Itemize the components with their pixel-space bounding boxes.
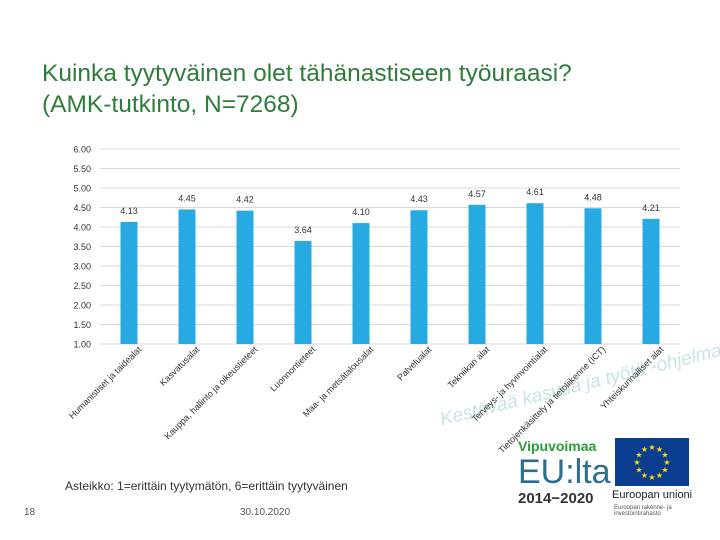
y-tick-label: 3.00	[73, 262, 91, 272]
title-line-1: Kuinka tyytyväinen olet tähänastiseen ty…	[42, 60, 572, 87]
eu-lta-text: EU:lta	[518, 453, 611, 491]
category-label: Luonnontieteet	[268, 344, 318, 394]
category-label: Yhteiskunnalliset alat	[599, 344, 666, 411]
eu-star-icon: ★	[633, 458, 640, 467]
title-line-2: (AMK-tutkinto, N=7268)	[42, 91, 299, 118]
bar	[584, 208, 602, 344]
chart-title: Kuinka tyytyväinen olet tähänastiseen ty…	[42, 58, 682, 120]
category-label: Palvelualat	[395, 344, 434, 383]
data-label: 4.21	[642, 203, 660, 213]
scale-note: Asteikko: 1=erittäin tyytymätön, 6=eritt…	[65, 479, 348, 493]
data-label: 4.57	[468, 189, 486, 199]
data-label: 4.48	[584, 192, 602, 202]
data-label: 4.43	[410, 194, 428, 204]
y-tick-label: 6.00	[73, 145, 91, 155]
eu-star-icon: ★	[656, 445, 663, 454]
eu-flag-icon: ★ ★ ★ ★ ★ ★ ★ ★ ★ ★ ★ ★	[615, 438, 689, 486]
y-tick-label: 4.00	[73, 223, 91, 233]
vipuvoimaa-logo: Vipuvoimaa EU:lta 2014−2020	[518, 438, 638, 507]
eu-star-icon: ★	[635, 466, 642, 475]
category-label: Tekniikan alat	[446, 344, 492, 390]
bar	[178, 209, 196, 344]
years-text: 2014−2020	[518, 490, 594, 507]
eu-star-icon: ★	[661, 466, 668, 475]
bar	[642, 218, 660, 344]
bar	[352, 223, 370, 344]
data-label: 3.64	[294, 225, 312, 235]
data-label: 4.45	[178, 193, 196, 203]
y-tick-label: 5.00	[73, 184, 91, 194]
y-tick-label: 2.00	[73, 301, 91, 311]
data-label: 4.42	[236, 195, 254, 205]
y-tick-label: 4.50	[73, 203, 91, 213]
bar	[468, 204, 486, 344]
slide-date: 30.10.2020	[240, 507, 291, 518]
bar	[294, 241, 312, 344]
y-tick-label: 1.00	[73, 340, 91, 350]
y-tick-label: 1.50	[73, 320, 91, 330]
bar	[236, 210, 254, 344]
y-tick-label: 5.50	[73, 164, 91, 174]
eu-star-icon: ★	[641, 471, 648, 480]
bar	[410, 210, 428, 344]
eu-star-icon: ★	[663, 458, 670, 467]
eu-union-sub-text: Euroopan rakenne- ja investointirahasto	[614, 505, 672, 517]
eu-star-icon: ★	[648, 473, 655, 482]
bar	[120, 221, 138, 344]
eu-star-icon: ★	[635, 451, 642, 460]
eu-star-icon: ★	[648, 443, 655, 452]
eu-star-icon: ★	[641, 445, 648, 454]
data-label: 4.10	[352, 207, 370, 217]
y-tick-label: 2.50	[73, 281, 91, 291]
eu-star-icon: ★	[656, 471, 663, 480]
eu-union-text: Euroopan unioni	[612, 489, 693, 501]
eu-star-icon: ★	[661, 451, 668, 460]
eu-stars-icon: ★ ★★★★★★★★★★★	[633, 443, 670, 482]
data-label: 4.13	[120, 206, 138, 216]
data-label: 4.61	[526, 187, 544, 197]
y-tick-label: 3.50	[73, 242, 91, 252]
category-label: Humanistiset ja taidealat	[67, 344, 144, 421]
bar	[526, 203, 544, 344]
category-label: Kauppa, hallinto ja oikeustieteet	[162, 344, 259, 441]
vipuvoimaa-text: Vipuvoimaa	[518, 438, 597, 454]
category-label: Kasvatusalat	[158, 344, 202, 388]
page-number: 18	[24, 507, 36, 518]
